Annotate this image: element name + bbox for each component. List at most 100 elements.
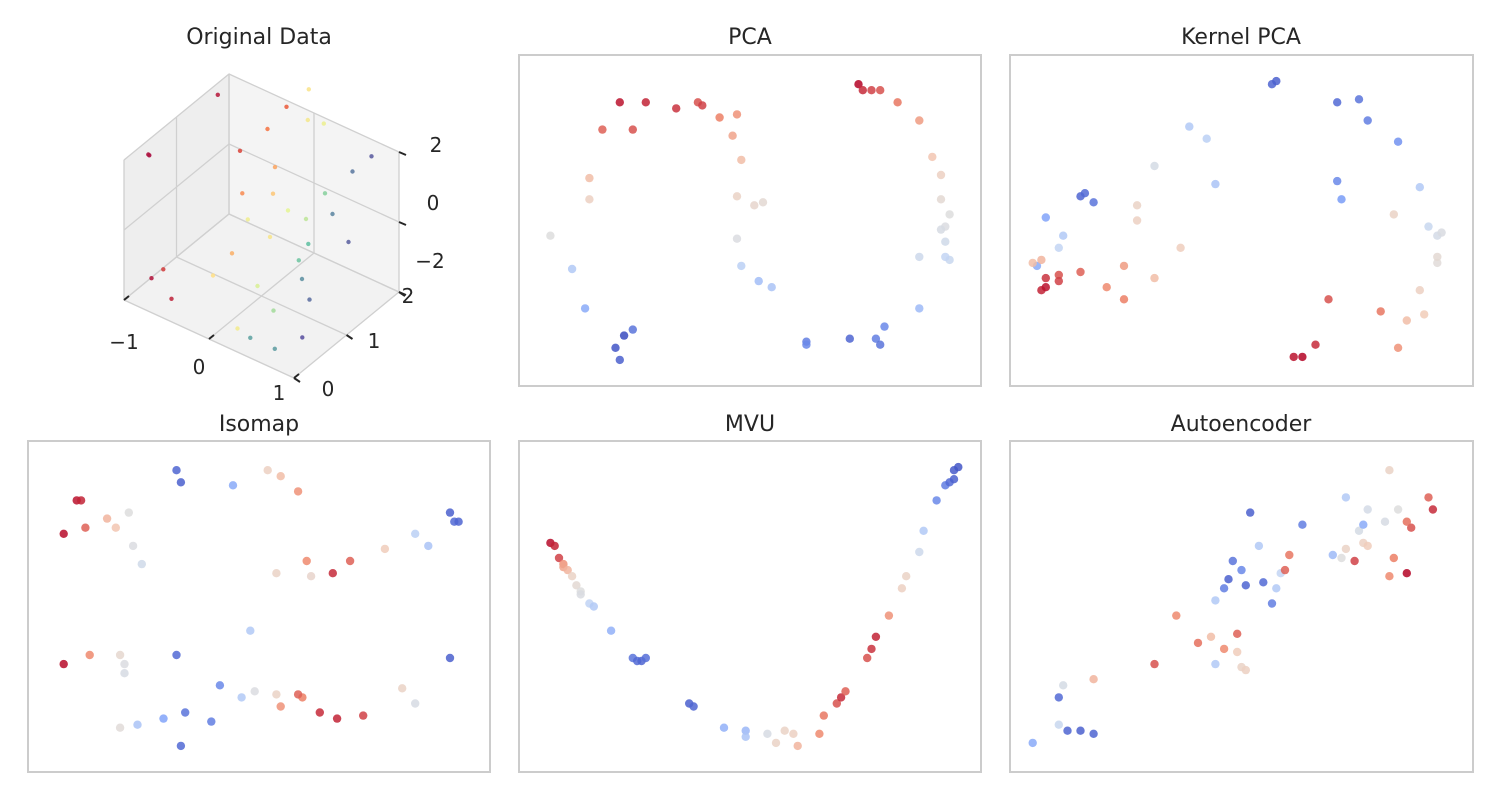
- data-point: [1437, 228, 1446, 237]
- data-point-3d: [305, 117, 310, 123]
- data-point: [902, 572, 911, 581]
- data-point: [424, 541, 433, 551]
- data-point: [615, 355, 624, 365]
- data-point: [628, 325, 637, 334]
- x-tick-label: 1: [273, 381, 286, 405]
- data-point: [1389, 553, 1399, 563]
- data-point: [836, 693, 846, 702]
- data-point: [1407, 523, 1416, 532]
- data-point: [111, 523, 121, 532]
- data-point: [1393, 343, 1403, 352]
- grid-line: [123, 213, 230, 301]
- data-point: [1028, 258, 1037, 268]
- data-point-3d: [267, 234, 273, 240]
- data-point: [741, 726, 750, 735]
- data-point: [1241, 581, 1251, 590]
- data-point: [359, 711, 368, 720]
- data-point: [228, 481, 238, 490]
- data-point: [1415, 183, 1425, 192]
- data-point: [76, 496, 86, 505]
- data-point: [1185, 122, 1194, 131]
- x-tick-label: −1: [109, 330, 138, 354]
- data-point: [1089, 198, 1098, 207]
- data-point: [272, 569, 281, 578]
- data-point: [841, 687, 850, 696]
- points: [59, 466, 463, 751]
- data-point: [1272, 584, 1281, 593]
- axes-frame: [27, 440, 491, 773]
- data-point: [893, 98, 902, 107]
- data-point: [1311, 340, 1320, 349]
- points: [546, 80, 954, 365]
- data-point: [863, 653, 872, 663]
- tick-mark: [398, 291, 407, 296]
- tick-mark: [293, 377, 301, 383]
- data-point: [1119, 295, 1129, 304]
- data-point: [932, 496, 941, 505]
- data-point-3d: [322, 191, 328, 196]
- data-point: [120, 669, 129, 678]
- data-point: [1428, 505, 1438, 514]
- data-point: [945, 210, 954, 219]
- data-point: [176, 478, 186, 487]
- data-point: [411, 699, 420, 708]
- data-point: [585, 195, 594, 204]
- data-point: [832, 699, 841, 708]
- axes-frame: [1009, 54, 1474, 387]
- data-point: [750, 201, 759, 210]
- data-point-3d: [296, 258, 301, 263]
- data-point: [689, 702, 698, 711]
- data-point: [306, 572, 316, 581]
- data-point-3d: [272, 164, 278, 170]
- data-point-3d: [299, 276, 305, 282]
- data-point: [172, 650, 181, 660]
- z-tick-label: 2: [430, 133, 443, 157]
- data-point: [802, 340, 811, 349]
- panel-title: Original Data: [186, 25, 332, 50]
- data-point: [719, 723, 729, 732]
- data-point: [1132, 201, 1142, 210]
- grid-line: [228, 213, 400, 293]
- data-point: [567, 264, 577, 274]
- data-point: [754, 276, 763, 286]
- data-point: [1028, 738, 1037, 748]
- data-point: [936, 225, 946, 234]
- data-point: [1298, 352, 1307, 362]
- points-3d: [146, 87, 374, 351]
- grid-line: [228, 143, 400, 223]
- data-point: [1211, 179, 1220, 189]
- data-point: [380, 544, 390, 554]
- data-point: [445, 653, 455, 663]
- data-point: [454, 517, 463, 526]
- data-point: [120, 659, 129, 669]
- data-point: [398, 684, 407, 693]
- data-point: [550, 541, 559, 551]
- data-point: [1385, 572, 1394, 581]
- data-point: [1350, 556, 1359, 566]
- data-point: [884, 611, 894, 620]
- data-point: [732, 110, 742, 119]
- data-point: [1241, 665, 1251, 675]
- data-point: [1054, 693, 1064, 702]
- data-point: [758, 198, 768, 207]
- data-point: [1102, 283, 1111, 292]
- panel-title: Kernel PCA: [1181, 25, 1301, 50]
- data-point: [606, 626, 616, 635]
- data-point: [867, 86, 876, 95]
- data-point: [1359, 520, 1368, 529]
- data-point: [1172, 611, 1181, 620]
- data-point: [732, 192, 742, 201]
- data-point-3d: [270, 191, 276, 196]
- data-point: [237, 693, 246, 702]
- data-point: [1402, 569, 1412, 578]
- data-point: [1211, 596, 1220, 605]
- data-point: [815, 729, 824, 738]
- data-point: [276, 702, 285, 711]
- tick-mark: [123, 295, 130, 301]
- data-point: [1354, 526, 1364, 535]
- data-point: [115, 650, 125, 660]
- data-point: [767, 283, 776, 292]
- data-point: [345, 556, 355, 566]
- data-point: [672, 104, 681, 113]
- data-point-3d: [169, 296, 174, 301]
